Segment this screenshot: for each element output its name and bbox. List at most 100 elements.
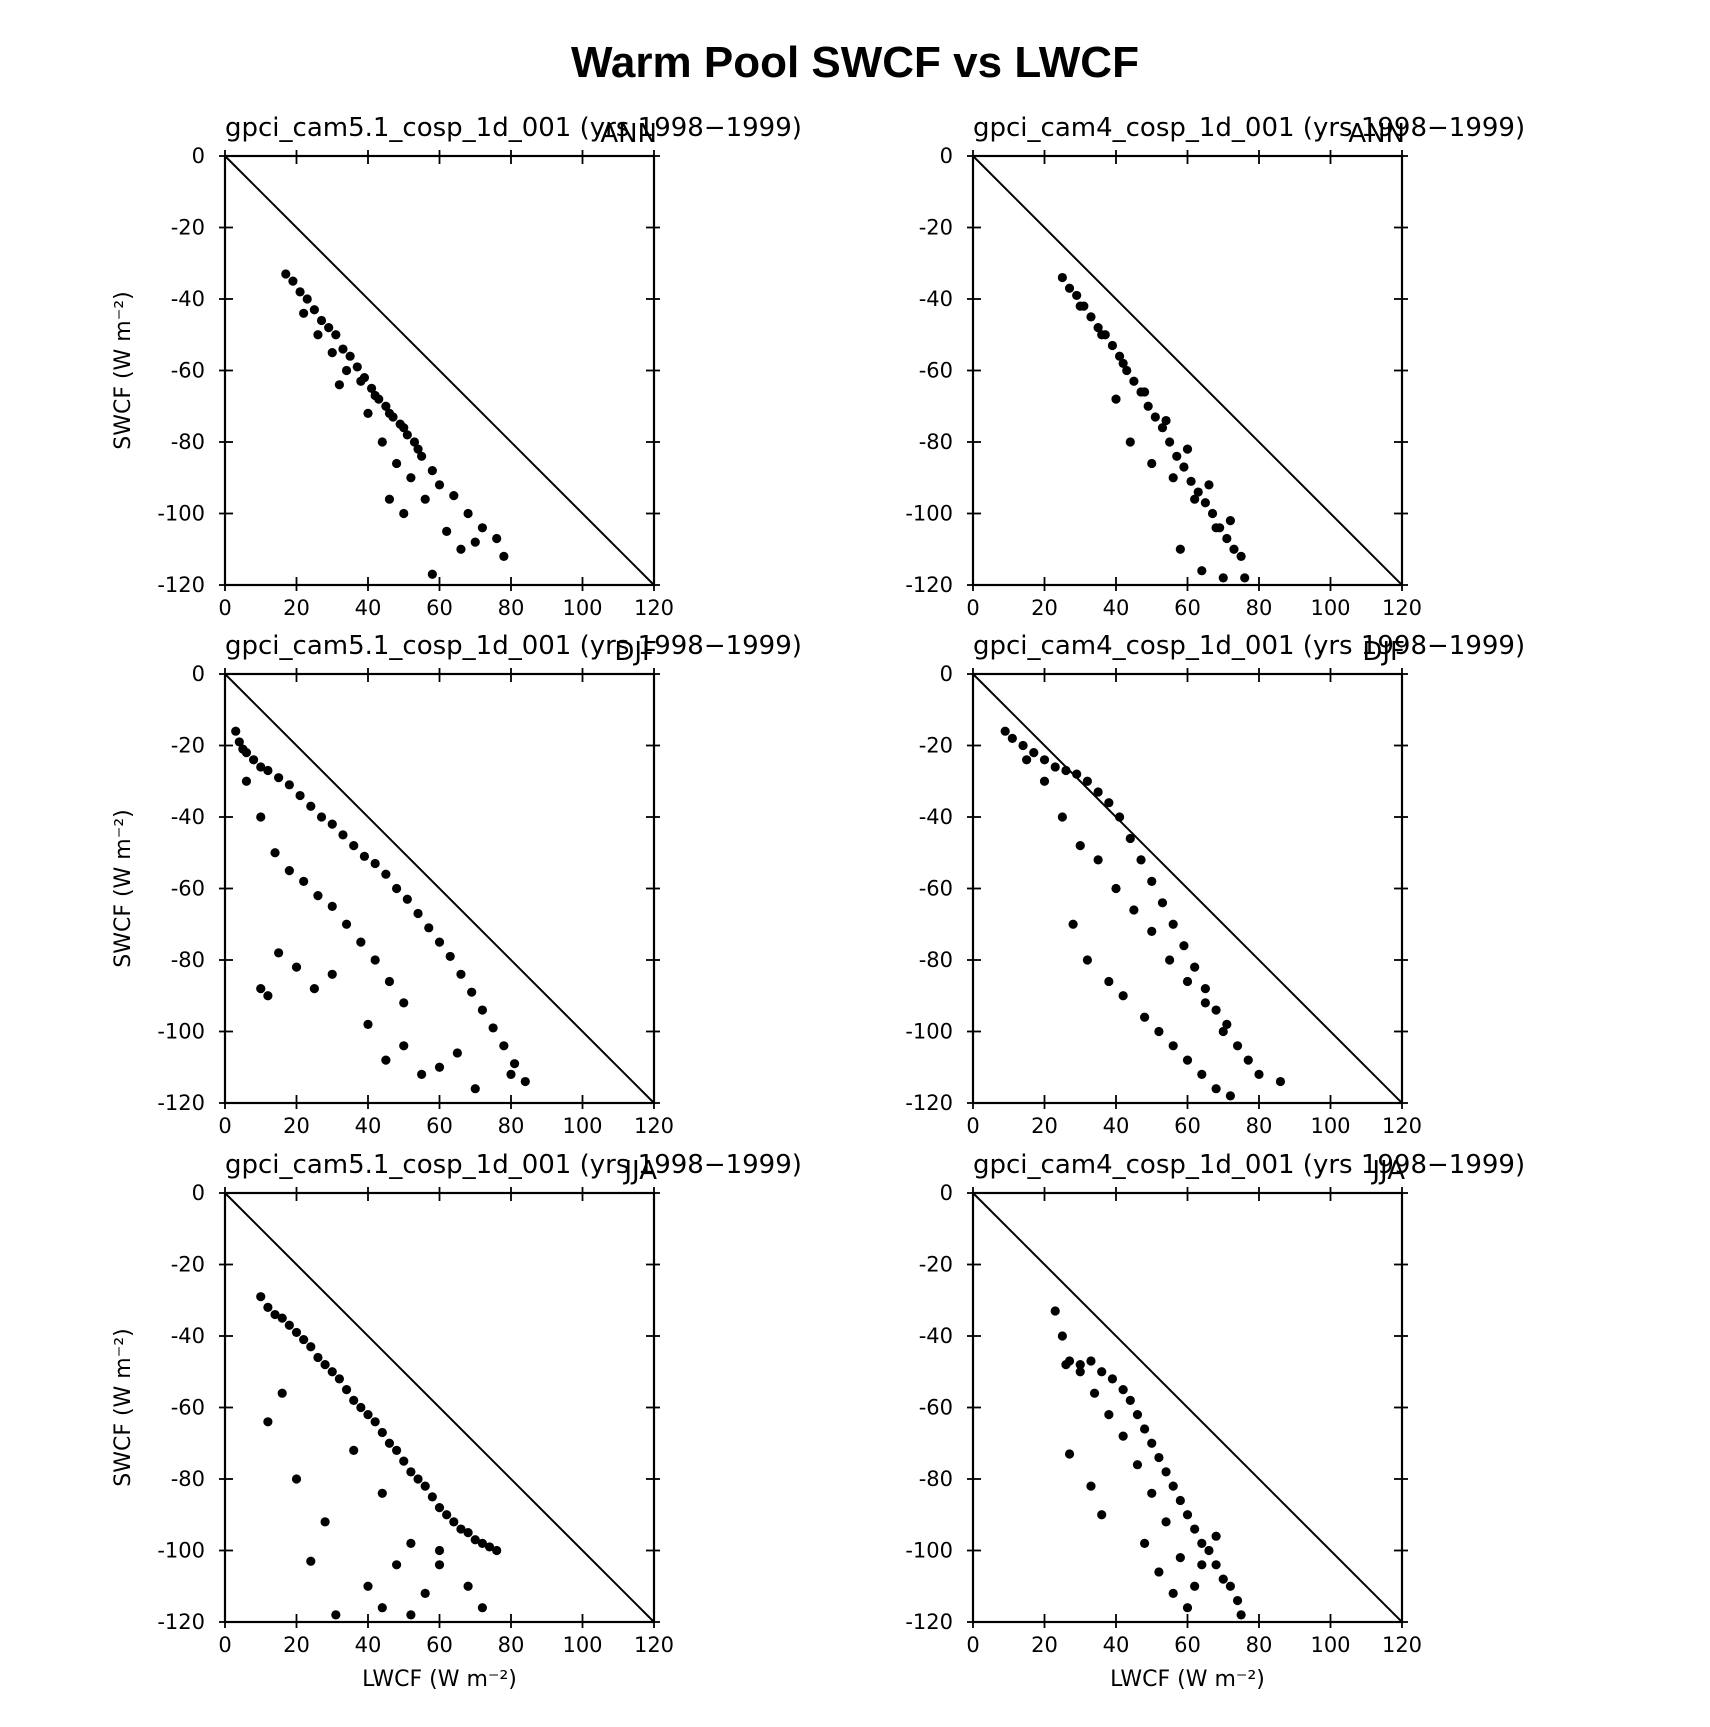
scatter-point bbox=[1207, 508, 1218, 519]
scatter-point bbox=[1182, 444, 1193, 454]
scatter-point bbox=[1211, 523, 1221, 533]
scatter-point bbox=[406, 1538, 416, 1548]
scatter-point bbox=[277, 1313, 287, 1323]
scatter-point bbox=[467, 987, 477, 997]
scatter-point bbox=[424, 923, 434, 933]
scatter-point bbox=[370, 1417, 380, 1427]
scatter-point bbox=[384, 494, 395, 504]
scatter-point bbox=[409, 437, 420, 447]
scatter-point bbox=[1222, 533, 1232, 544]
y-tick-label: -80 bbox=[919, 430, 953, 454]
scatter-point bbox=[1200, 998, 1210, 1008]
x-tick-label: 100 bbox=[562, 1633, 602, 1657]
scatter-point bbox=[427, 569, 437, 579]
scatter-point bbox=[327, 819, 337, 829]
x-tick-label: 20 bbox=[283, 1633, 310, 1657]
scatter-point bbox=[1114, 351, 1125, 361]
scatter-point bbox=[256, 762, 266, 772]
scatter-point bbox=[506, 1069, 516, 1079]
x-tick-label: 20 bbox=[283, 1114, 310, 1138]
y-tick-label: -60 bbox=[171, 1396, 205, 1420]
scatter-point bbox=[463, 508, 473, 519]
scatter-point bbox=[270, 848, 280, 858]
y-tick-label: -100 bbox=[905, 1539, 953, 1563]
scatter-point bbox=[359, 851, 370, 861]
y-tick-label: -20 bbox=[919, 1253, 953, 1277]
scatter-point bbox=[417, 451, 427, 461]
scatter-point bbox=[392, 1445, 402, 1455]
scatter-point bbox=[1089, 1388, 1100, 1398]
scatter-point bbox=[270, 1309, 280, 1320]
scatter-point bbox=[420, 1481, 430, 1491]
scatter-point bbox=[434, 480, 445, 490]
scatter-point bbox=[1104, 798, 1114, 808]
scatter-point bbox=[1154, 1567, 1164, 1577]
scatter-point bbox=[1072, 769, 1082, 779]
scatter-point bbox=[1107, 340, 1118, 351]
scatter-point bbox=[256, 984, 266, 994]
scatter-point bbox=[1140, 1424, 1150, 1434]
scatter-point bbox=[417, 1069, 427, 1079]
scatter-point bbox=[406, 473, 416, 483]
season-label: ANN bbox=[1348, 119, 1405, 149]
scatter-point bbox=[1175, 1495, 1185, 1506]
scatter-point bbox=[1075, 1360, 1085, 1370]
y-tick-label: -120 bbox=[157, 1610, 205, 1634]
scatter-point bbox=[338, 830, 348, 840]
x-tick-label: 100 bbox=[1310, 1633, 1350, 1657]
scatter-point bbox=[1236, 1610, 1246, 1620]
x-tick-label: 40 bbox=[355, 1114, 382, 1138]
y-tick-label: -60 bbox=[171, 359, 205, 383]
scatter-point bbox=[477, 523, 487, 533]
x-tick-label: 80 bbox=[1246, 596, 1273, 620]
scatter-point bbox=[1165, 955, 1175, 965]
scatter-point bbox=[349, 841, 359, 851]
scatter-point bbox=[1168, 473, 1178, 483]
scatter-point bbox=[377, 437, 387, 447]
scatter-point bbox=[1118, 1385, 1128, 1395]
scatter-point bbox=[291, 962, 302, 972]
panel: 0 20 40 60 80 100 120 0 -20 -40 -60 -80 -100 -120 gpci… bbox=[905, 113, 1525, 620]
scatter-point bbox=[274, 948, 284, 958]
scatter-point bbox=[1157, 423, 1168, 433]
scatter-point bbox=[1050, 762, 1060, 772]
scatter-point bbox=[434, 1545, 445, 1556]
panel-title: gpci_cam4_cosp_1d_001 (yrs 1998−1999) bbox=[973, 1150, 1525, 1180]
scatter-point bbox=[449, 491, 459, 501]
y-axis-label: SWCF (W m⁻²) bbox=[111, 291, 136, 450]
x-tick-label: 40 bbox=[1103, 1114, 1130, 1138]
scatter-point bbox=[1225, 1091, 1235, 1101]
scatter-point bbox=[1140, 1538, 1150, 1548]
y-tick-label: -120 bbox=[157, 1091, 205, 1115]
scatter-point bbox=[274, 773, 284, 783]
scatter-point bbox=[1147, 458, 1157, 469]
x-tick-label: 0 bbox=[966, 596, 979, 620]
scatter-point bbox=[263, 765, 273, 776]
scatter-point bbox=[384, 1438, 395, 1448]
scatter-point bbox=[1200, 984, 1210, 994]
scatter-point bbox=[284, 866, 294, 876]
panel-title: gpci_cam5.1_cosp_1d_001 (yrs 1998−1999) bbox=[225, 631, 802, 661]
y-tick-label: -120 bbox=[905, 573, 953, 597]
scatter-point bbox=[356, 1402, 366, 1413]
season-label: DJF bbox=[614, 637, 657, 667]
x-tick-label: 20 bbox=[1031, 596, 1058, 620]
scatter-point bbox=[456, 969, 466, 979]
scatter-point bbox=[1050, 1306, 1060, 1316]
scatter-point bbox=[1104, 1410, 1114, 1420]
scatter-point bbox=[320, 1517, 330, 1527]
scatter-point bbox=[427, 1492, 437, 1502]
scatter-point bbox=[1147, 1438, 1157, 1448]
scatter-point bbox=[449, 1517, 459, 1527]
scatter-point bbox=[352, 362, 362, 372]
scatter-point bbox=[463, 1528, 473, 1538]
x-tick-label: 0 bbox=[218, 596, 231, 620]
one-to-one-line bbox=[224, 155, 655, 586]
scatter-point bbox=[499, 1041, 509, 1051]
scatter-point bbox=[1039, 776, 1050, 786]
scatter-point bbox=[1075, 1367, 1085, 1377]
x-tick-label: 40 bbox=[355, 1633, 382, 1657]
y-tick-label: -20 bbox=[171, 734, 205, 758]
scatter-point bbox=[484, 1542, 495, 1552]
scatter-point bbox=[1211, 1531, 1221, 1541]
